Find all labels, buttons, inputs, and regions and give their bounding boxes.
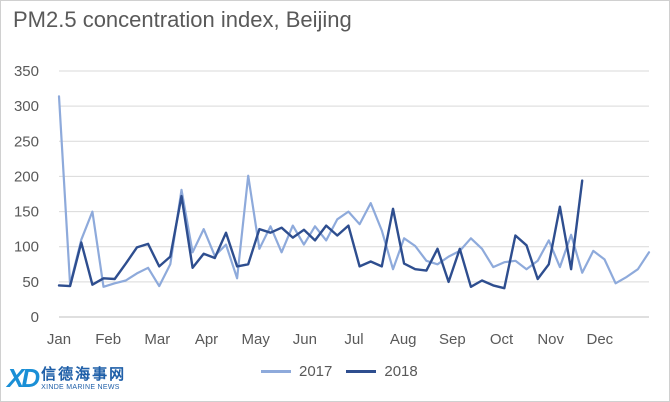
legend-label-2018: 2018 (384, 363, 418, 380)
legend-label-2017: 2017 (299, 363, 333, 380)
series-lines (57, 95, 651, 290)
x-tick-label: Jul (344, 331, 363, 348)
legend-swatch-2017 (261, 370, 291, 373)
x-tick-label: Oct (490, 331, 514, 348)
y-tick-label: 0 (31, 309, 39, 326)
logo-mark: XD (7, 363, 40, 393)
y-tick-label: 250 (14, 133, 39, 150)
x-tick-label: Aug (390, 331, 417, 348)
x-tick-label: Feb (95, 331, 121, 348)
x-tick-label: Nov (537, 331, 564, 348)
logo-text: 信德海事网 XINDE MARINE NEWS (41, 367, 126, 391)
y-tick-label: 200 (14, 168, 39, 185)
legend-item-2018: 2018 (346, 363, 418, 380)
legend: 2017 2018 (261, 363, 418, 380)
legend-swatch-2018 (346, 370, 377, 373)
logo-name-cn: 信德海事网 (41, 365, 127, 383)
x-axis: Jan Feb Mar Apr May Jun Jul Aug Sep Oct Nov Dec (47, 316, 649, 348)
series-line-2017 (57, 95, 651, 288)
line-chart: 0 50 100 150 200 250 300 350 Jan Feb Mar Apr May Jun… (14, 63, 651, 348)
y-tick-label: 350 (14, 63, 39, 80)
y-axis: 0 50 100 150 200 250 300 350 (14, 63, 39, 326)
y-tick-label: 50 (22, 274, 39, 291)
x-tick-label: Jan (47, 331, 71, 348)
x-tick-label: Apr (195, 331, 218, 348)
x-tick-label: Sep (439, 331, 466, 348)
chart-title: PM2.5 concentration index, Beijing (13, 7, 352, 32)
xinde-logo: XD 信德海事网 XINDE MARINE NEWS (7, 363, 126, 394)
legend-item-2017: 2017 (261, 363, 332, 380)
y-tick-label: 100 (14, 239, 39, 256)
series-line-2018 (57, 179, 584, 290)
y-tick-label: 150 (14, 204, 39, 221)
x-tick-label: Jun (293, 331, 317, 348)
x-tick-label: Mar (144, 331, 170, 348)
x-tick-label: Dec (586, 331, 613, 348)
x-tick-label: May (241, 331, 270, 348)
y-tick-label: 300 (14, 98, 39, 115)
logo-name-en: XINDE MARINE NEWS (41, 383, 120, 391)
